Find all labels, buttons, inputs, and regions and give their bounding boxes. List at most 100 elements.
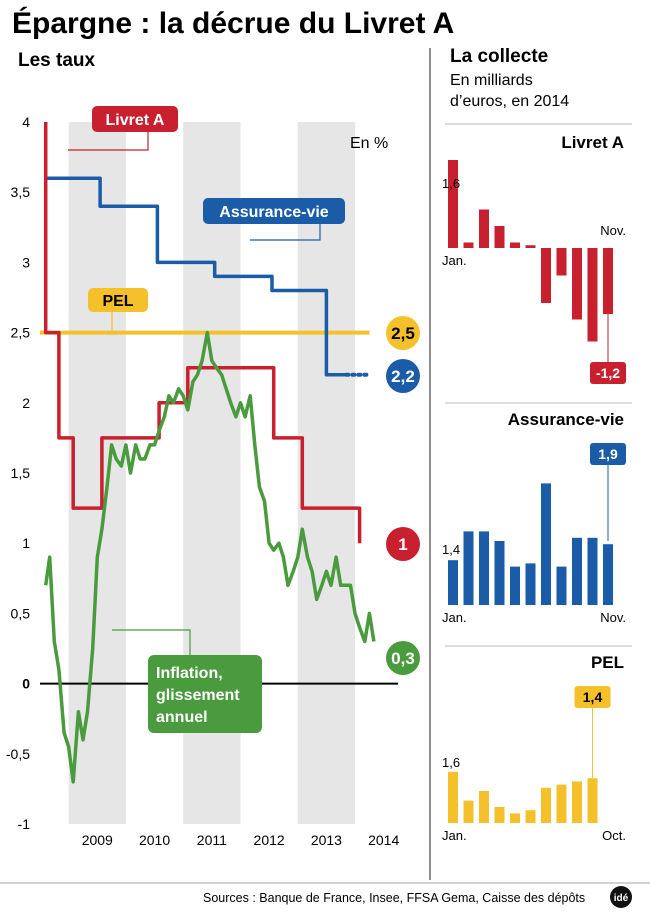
livret_a-line bbox=[43, 122, 362, 544]
page-title: Épargne : la décrue du Livret A bbox=[12, 6, 454, 40]
year-bands bbox=[68, 122, 356, 824]
bar-Oct. bbox=[587, 248, 598, 342]
x-tick-label: 2009 bbox=[82, 832, 113, 848]
x-tick-label: 2014 bbox=[368, 832, 399, 848]
bar-Jan. bbox=[448, 560, 458, 605]
y-tick-label: 1,5 bbox=[11, 465, 31, 481]
end-value-label: 1,9 bbox=[598, 446, 618, 462]
bar-Juil. bbox=[541, 248, 551, 303]
end-month-label: Oct. bbox=[602, 828, 626, 843]
end-value-badge bbox=[574, 686, 611, 708]
bar-Fév. bbox=[463, 531, 474, 605]
end-month-label: Nov. bbox=[600, 223, 626, 238]
inflation-label-line3: annuel bbox=[156, 709, 208, 726]
y-tick-label: 3 bbox=[22, 254, 30, 270]
start-month-label: Jan. bbox=[442, 253, 467, 268]
bar-Mar. bbox=[479, 791, 489, 823]
bar-Avr. bbox=[494, 807, 505, 823]
y-tick-label: -1 bbox=[18, 816, 31, 832]
y-tick-label: 1 bbox=[22, 535, 30, 551]
livret-a-end-badge: 1 bbox=[386, 527, 420, 561]
assurance-vie-label: Assurance-vie bbox=[203, 198, 345, 241]
y-tick-label: 4 bbox=[22, 114, 30, 130]
inflation-end-badge: 0,3 bbox=[386, 641, 420, 675]
pel-end-badge: 2,5 bbox=[386, 316, 420, 350]
end-value-badge bbox=[590, 362, 626, 384]
series-group bbox=[40, 122, 376, 784]
livret-a-label-text: Livret A bbox=[106, 112, 165, 129]
right-subtitle-line2: d’euros, en 2014 bbox=[450, 93, 569, 110]
y-tick-label: 0 bbox=[22, 676, 30, 692]
livret-a-bar-chart: Livret A 1,6 Jan. Nov. -1,2 bbox=[442, 133, 626, 384]
pel-label-text: PEL bbox=[102, 293, 133, 310]
y-axis-ticks: 4 3,5 3 2,5 2 1,5 1 0,5 0 -0,5 -1 bbox=[6, 114, 30, 832]
bar-Oct. bbox=[587, 537, 598, 605]
x-tick-label: 2011 bbox=[197, 832, 227, 848]
x-tick-label: 2010 bbox=[139, 832, 170, 848]
bar-Août bbox=[556, 784, 567, 823]
bar-Jan. bbox=[448, 771, 458, 823]
y-tick-label: 3,5 bbox=[11, 184, 31, 200]
end-value-label: -1,2 bbox=[596, 365, 620, 381]
pel-bar-chart: PEL 1,6 Jan. Oct. 1,4 bbox=[442, 653, 626, 843]
ide-logo: idé bbox=[610, 886, 632, 908]
bar-Fév. bbox=[463, 242, 474, 248]
mini-chart-title: Assurance-vie bbox=[508, 410, 624, 429]
bar-Sep. bbox=[572, 248, 582, 320]
y-tick-label: 2 bbox=[22, 395, 30, 411]
year-band-2013 bbox=[297, 122, 356, 824]
bar-Juil. bbox=[541, 483, 551, 605]
source-note: Sources : Banque de France, Insee, FFSA … bbox=[203, 891, 585, 905]
bar-Avr. bbox=[494, 541, 505, 605]
y-tick-label: 0,5 bbox=[11, 605, 31, 621]
assurance-vie-label-text: Assurance-vie bbox=[219, 204, 328, 221]
annotated-value: 1,6 bbox=[442, 176, 460, 191]
bar-Juin bbox=[525, 245, 536, 248]
right-heading: La collecte bbox=[450, 46, 548, 67]
inflation-end-value: 0,3 bbox=[391, 649, 415, 668]
bar-Mai bbox=[510, 566, 520, 605]
right-subtitle-line1: En milliards bbox=[450, 72, 533, 89]
bar-Nov. bbox=[603, 248, 613, 314]
inflation-line bbox=[43, 330, 376, 784]
y-tick-label: -0,5 bbox=[6, 746, 30, 762]
bar-Sep. bbox=[572, 537, 582, 605]
end-value-badge bbox=[590, 443, 626, 465]
start-month-label: Jan. bbox=[442, 828, 467, 843]
assurance-vie-bar-chart: Assurance-vie 1,4 Jan. Nov. 1,9 bbox=[442, 410, 626, 625]
assurance-vie-end-badge: 2,2 bbox=[386, 359, 420, 393]
pel-end-value: 2,5 bbox=[391, 324, 415, 343]
inflation-label: Inflation, glissement annuel bbox=[112, 629, 262, 733]
inflation-label-line2: glissement bbox=[156, 687, 240, 704]
bar-Jan. bbox=[448, 160, 458, 248]
annotated-value: 1,4 bbox=[442, 542, 460, 557]
end-month-label: Nov. bbox=[600, 610, 626, 625]
bar-Juin bbox=[525, 810, 536, 823]
livret-a-label: Livret A bbox=[68, 106, 178, 151]
y-tick-label: 2,5 bbox=[11, 325, 31, 341]
bar-Mai bbox=[510, 813, 520, 823]
bar-Juil. bbox=[541, 787, 551, 823]
unit-note: En % bbox=[350, 135, 388, 152]
x-tick-label: 2013 bbox=[311, 832, 342, 848]
inflation-label-line1: Inflation, bbox=[156, 665, 223, 682]
bar-Sep. bbox=[572, 781, 582, 823]
bar-Avr. bbox=[494, 226, 505, 248]
annotated-value: 1,6 bbox=[442, 755, 460, 770]
mini-chart-title: PEL bbox=[591, 653, 624, 672]
pel-label: PEL bbox=[88, 288, 148, 332]
bar-Août bbox=[556, 566, 567, 605]
bar-Mai bbox=[510, 242, 520, 248]
bar-Juin bbox=[525, 563, 536, 605]
x-axis-ticks: 2009 2010 2011 2012 2013 2014 bbox=[82, 832, 400, 848]
bar-Août bbox=[556, 248, 567, 276]
livret-a-end-value: 1 bbox=[398, 535, 407, 554]
assurance-vie-end-value: 2,2 bbox=[391, 367, 415, 386]
assurance_vie-line bbox=[45, 176, 347, 377]
bar-Oct. bbox=[587, 778, 598, 823]
bar-Nov. bbox=[603, 544, 613, 605]
x-tick-label: 2012 bbox=[254, 832, 285, 848]
bar-Fév. bbox=[463, 800, 474, 823]
start-month-label: Jan. bbox=[442, 610, 467, 625]
